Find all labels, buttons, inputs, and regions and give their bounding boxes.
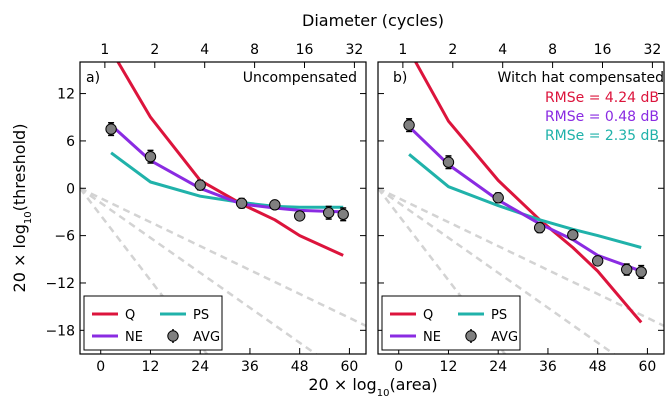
reference-line [80, 187, 366, 328]
y-tick-label: −12 [45, 276, 75, 292]
reference-line [378, 187, 664, 328]
rmse-ne: RMSe = 0.48 dB [545, 109, 659, 125]
y-tick-label: 6 [66, 134, 75, 150]
legend-marker-avg [167, 330, 179, 342]
rmse-q: RMSe = 4.24 dB [545, 90, 659, 106]
legend: Q PS NE AVG [381, 295, 521, 351]
avg-point [442, 156, 455, 168]
y-tick-label: 0 [66, 181, 75, 197]
top-tick-label: 8 [548, 42, 557, 58]
y-tick-label: −6 [54, 229, 75, 245]
legend-box [381, 295, 521, 351]
legend-label-ps: PS [193, 308, 209, 323]
avg-point [322, 207, 335, 219]
x-tick-label: 36 [539, 359, 557, 375]
top-tick-label: 16 [296, 42, 314, 58]
avg-point [269, 199, 281, 211]
avg-point [533, 222, 546, 234]
panel-label: a) [86, 70, 100, 86]
top-tick-label: 2 [150, 42, 159, 58]
legend-label-q: Q [125, 308, 135, 323]
avg-points [403, 118, 647, 279]
series-line-ne [408, 125, 642, 273]
avg-point [194, 179, 206, 191]
y-tick-label: 12 [57, 87, 75, 103]
legend-label-avg: AVG [491, 330, 518, 345]
panel-b: 0 12 24 36 48 601 2 4 8 16 32 b) Witch hat compens… [377, 42, 665, 375]
top-tick-label: 8 [250, 42, 259, 58]
legend-label-ne: NE [423, 330, 441, 345]
x-tick-label: 0 [394, 359, 403, 375]
avg-point [591, 255, 604, 267]
x-tick-label: 24 [191, 359, 209, 375]
avg-point [235, 197, 248, 209]
legend-marker-avg [465, 330, 477, 342]
plot-frame [79, 61, 367, 355]
avg-point [337, 208, 349, 221]
reference-line [80, 187, 318, 354]
x-tick-label: 0 [96, 359, 105, 375]
legend-box [83, 295, 223, 351]
panel-label: b) [393, 70, 407, 86]
x-tick-label: 48 [291, 359, 309, 375]
avg-points [105, 122, 349, 222]
top-tick-label: 1 [100, 42, 109, 58]
top-tick-label: 16 [594, 42, 612, 58]
y-axis-label: 20 × log10(threshold) [10, 124, 34, 293]
rmse-annotations: RMSe = 4.24 dB RMSe = 0.48 dB RMSe = 2.35 … [545, 90, 659, 144]
reference-line [378, 187, 616, 354]
legend-label-q: Q [423, 308, 433, 323]
avg-point [105, 123, 117, 135]
ticks: 0 12 24 36 48 601 2 4 8 16 32 [378, 42, 664, 375]
top-tick-label: 1 [398, 42, 407, 58]
avg-point [635, 266, 647, 278]
x-axis-label: 20 × log10(area) [308, 375, 437, 396]
series-line-ps [408, 153, 642, 249]
panel-title: Witch hat compensated [498, 70, 664, 86]
legend-label-ne: NE [125, 330, 143, 345]
avg-point [293, 210, 306, 222]
top-tick-label: 32 [346, 42, 364, 58]
x-tick-label: 36 [241, 359, 259, 375]
top-tick-label: 2 [448, 42, 457, 58]
top-tick-label: 4 [498, 42, 507, 58]
x-tick-label: 48 [589, 359, 607, 375]
legend-label-ps: PS [491, 308, 507, 323]
legend: Q PS NE AVG [83, 295, 223, 351]
rmse-ps: RMSe = 2.35 dB [545, 128, 659, 144]
legend-label-avg: AVG [193, 330, 220, 345]
avg-point [403, 119, 415, 131]
avg-point [492, 192, 504, 204]
x-tick-label: 12 [440, 359, 458, 375]
y-tick-label: −18 [45, 323, 75, 339]
avg-point [567, 229, 579, 241]
x-tick-label: 60 [341, 359, 359, 375]
x-tick-label: 24 [489, 359, 507, 375]
panel-title: Uncompensated [243, 70, 357, 86]
top-tick-label: 4 [200, 42, 209, 58]
avg-point [144, 151, 157, 163]
series-line-ne [110, 123, 344, 214]
x-tick-label: 60 [639, 359, 657, 375]
top-axis-label: Diameter (cycles) [302, 11, 444, 30]
x-tick-label: 12 [142, 359, 160, 375]
plot-frame [377, 61, 665, 355]
avg-point [620, 263, 633, 276]
top-tick-label: 32 [644, 42, 662, 58]
